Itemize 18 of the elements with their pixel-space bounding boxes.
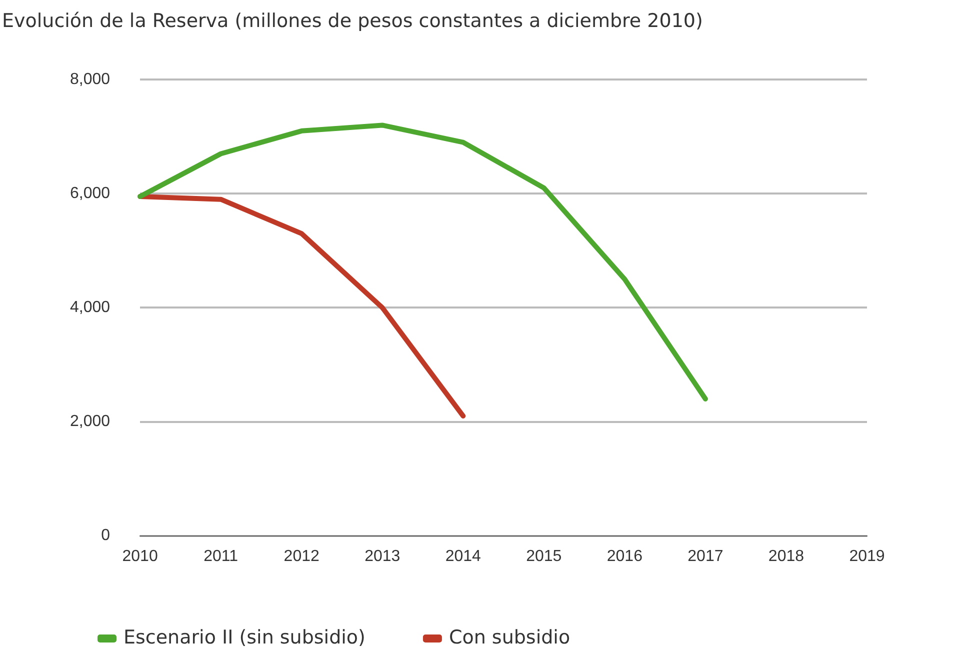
x-tick-label: 2011 <box>204 548 238 565</box>
y-tick-label: 4,000 <box>70 299 110 316</box>
x-tick-label: 2019 <box>849 548 885 565</box>
y-tick-label: 6,000 <box>70 185 110 202</box>
x-tick-label: 2010 <box>122 548 158 565</box>
legend-label: Escenario II (sin subsidio) <box>124 626 366 648</box>
x-tick-label: 2012 <box>284 548 320 565</box>
legend-label: Con subsidio <box>448 626 570 648</box>
y-tick-label: 0 <box>101 527 110 544</box>
chart-title: Evolución de la Reserva (millones de pesos constantes a diciembre 2010) <box>2 10 703 32</box>
x-tick-label: 2016 <box>606 548 643 565</box>
x-tick-label: 2018 <box>768 548 804 565</box>
y-tick-label: 8,000 <box>70 71 110 88</box>
y-tick-label: 2,000 <box>70 413 110 430</box>
x-tick-label: 2017 <box>688 548 724 565</box>
x-tick-label: 2015 <box>526 548 562 565</box>
x-tick-label: 2014 <box>445 548 482 565</box>
x-tick-label: 2013 <box>364 548 400 565</box>
